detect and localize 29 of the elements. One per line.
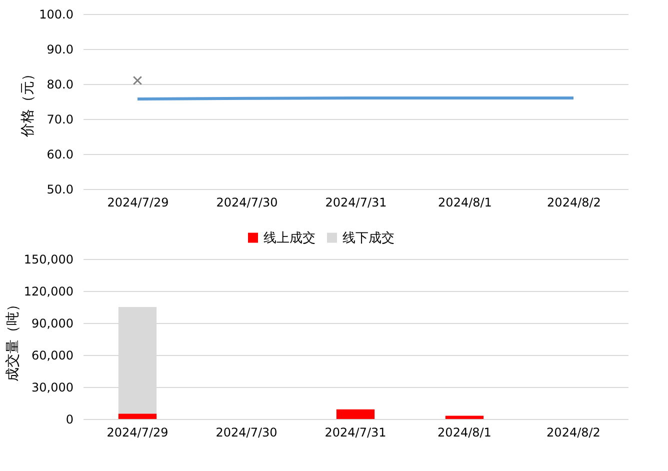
bar <box>445 416 484 419</box>
y-axis-title: 价格（元） <box>20 67 36 138</box>
x-tick-label: 2024/7/31 <box>325 196 387 210</box>
x-tick-label: 2024/7/30 <box>216 426 278 440</box>
y-tick-label: 30,000 <box>32 380 74 394</box>
bar <box>118 414 157 419</box>
y-tick-label: 90,000 <box>32 316 74 330</box>
y-tick-label: 60,000 <box>32 348 74 362</box>
legend-label: 线下成交 <box>342 230 394 246</box>
y-axis-title: 成交量（吨） <box>4 298 21 382</box>
y-tick-label: 120,000 <box>24 284 74 298</box>
x-tick-label: 2024/8/1 <box>438 196 492 210</box>
x-tick-label: 2024/8/2 <box>546 426 600 440</box>
x-tick-label: 2024/7/31 <box>324 426 386 440</box>
y-tick-label: 70.0 <box>46 112 74 126</box>
y-tick-label: 50.0 <box>46 182 74 196</box>
y-tick-label: 100.0 <box>39 8 74 22</box>
legend-label: 线上成交 <box>264 230 316 246</box>
bar <box>336 409 375 419</box>
x-tick-label: 2024/7/29 <box>107 196 169 210</box>
y-tick-label: 60.0 <box>46 148 74 162</box>
x-tick-label: 2024/7/29 <box>106 426 168 440</box>
y-tick-label: 80.0 <box>46 78 74 92</box>
x-tick-label: 2024/7/30 <box>216 196 278 210</box>
y-tick-label: 90.0 <box>46 42 74 56</box>
y-tick-label: 150,000 <box>24 252 74 266</box>
x-tick-label: 2024/8/1 <box>438 426 492 440</box>
x-tick-label: 2024/8/2 <box>547 196 601 210</box>
y-tick-label: 0 <box>66 412 74 426</box>
